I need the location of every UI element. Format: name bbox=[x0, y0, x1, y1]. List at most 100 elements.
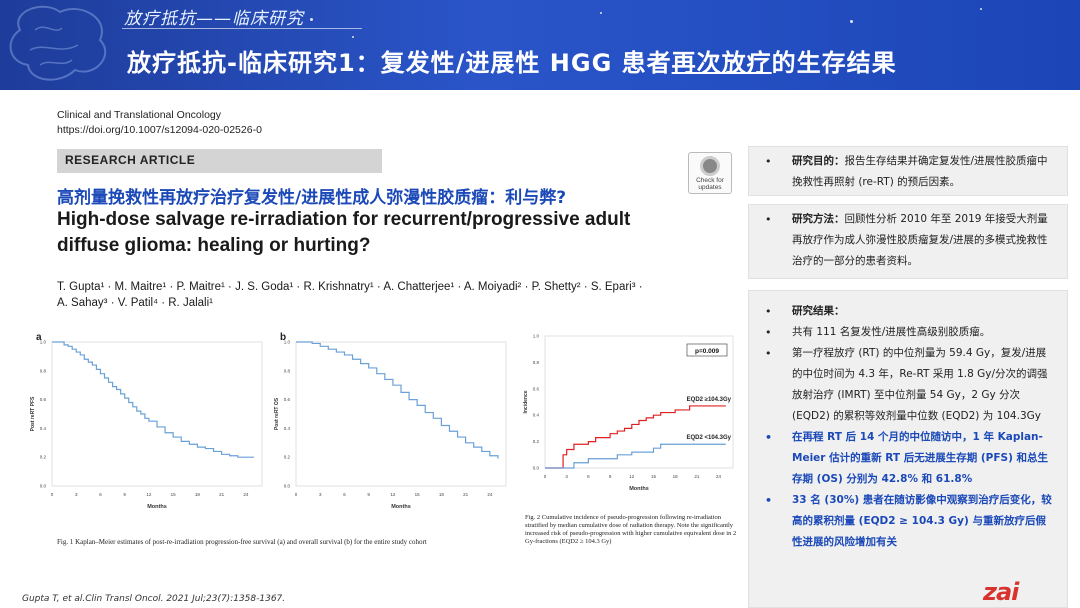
x-tick-label: 6 bbox=[343, 492, 346, 497]
title-part2: 的生存结果 bbox=[771, 49, 897, 77]
results-heading: 研究结果： bbox=[749, 301, 1067, 322]
x-tick-label: 12 bbox=[146, 492, 152, 497]
x-tick-label: 24 bbox=[487, 492, 493, 497]
title-part1: 放疗抵抗-临床研究1：复发性/进展性 HGG 患者 bbox=[127, 49, 672, 77]
doi: https://doi.org/10.1007/s12094-020-02526… bbox=[57, 124, 262, 136]
y-tick-label: 0.0 bbox=[284, 484, 291, 489]
x-tick-label: 18 bbox=[673, 474, 679, 479]
methods-label: 研究方法： bbox=[792, 213, 845, 225]
x-tick-label: 15 bbox=[171, 492, 177, 497]
purpose-box: 研究目的：报告生存结果并确定复发性/进展性胶质瘤中挽救性再照射 (re-RT) … bbox=[748, 146, 1068, 196]
p-value-box bbox=[686, 343, 728, 357]
y-tick-label: 1.0 bbox=[40, 340, 47, 345]
result-item: 第一疗程放疗 (RT) 的中位剂量为 59.4 Gy，复发/进展的中位时间为 4… bbox=[749, 343, 1067, 427]
x-tick-label: 6 bbox=[99, 492, 102, 497]
fig2-caption: Fig. 2 Cumulative incidence of pseudo-pr… bbox=[525, 514, 737, 545]
article-type-bar: RESEARCH ARTICLE bbox=[57, 149, 382, 173]
result-highlight: 33 名 (30%) 患者在随访影像中观察到治疗后变化，较高的累积剂量 (EQD… bbox=[749, 490, 1067, 553]
purpose-label: 研究目的： bbox=[792, 155, 845, 167]
title-underlined: 再次放疗 bbox=[671, 49, 772, 77]
citation: Gupta T, et al.Clin Transl Oncol. 2021 J… bbox=[22, 594, 286, 604]
logo: zai bbox=[983, 578, 1019, 606]
results-label: 研究结果： bbox=[792, 305, 845, 317]
authors-line1-text: T. Gupta¹ · M. Maitre¹ · P. Maitre¹ · J.… bbox=[57, 281, 643, 293]
methods-text: 回顾性分析 2010 年至 2019 年接受大剂量再放疗作为成人弥漫性胶质瘤复发… bbox=[792, 213, 1048, 267]
x-tick-label: 0 bbox=[51, 492, 54, 497]
x-tick-label: 12 bbox=[390, 492, 396, 497]
y-tick-label: 0.8 bbox=[284, 368, 291, 373]
x-axis-label: Months bbox=[147, 504, 167, 510]
check-updates-line1: Check for bbox=[696, 177, 724, 184]
series-label: EQD2 ≥104.3Gy bbox=[687, 397, 732, 403]
brain-icon bbox=[9, 5, 107, 81]
y-axis-label: Post reRT OS bbox=[274, 397, 280, 430]
y-tick-label: 0.6 bbox=[284, 397, 291, 402]
authors-line2: A. Sahay³ · V. Patil⁴ · R. Jalali¹ bbox=[57, 297, 213, 309]
x-tick-label: 12 bbox=[629, 474, 635, 479]
y-tick-label: 0.6 bbox=[533, 386, 540, 391]
methods-box: 研究方法：回顾性分析 2010 年至 2019 年接受大剂量再放疗作为成人弥漫性… bbox=[748, 204, 1068, 279]
y-tick-label: 0.4 bbox=[533, 413, 540, 418]
figures: a 0 3 6 9 12 15 18 21 24 0.0 0.2 0.4 0.6 0.8 1.0 Months P… bbox=[30, 332, 734, 510]
check-updates-line2: updates bbox=[698, 184, 722, 191]
result-highlight: 在再程 RT 后 14 个月的中位随访中，1 年 Kaplan-Meier 估计… bbox=[749, 427, 1067, 490]
title-en: High-dose salvage re-irradiation for rec… bbox=[57, 209, 631, 256]
check-updates-icon bbox=[700, 156, 720, 176]
y-tick-label: 0.0 bbox=[40, 484, 47, 489]
x-tick-label: 9 bbox=[123, 492, 126, 497]
purpose-item: 研究目的：报告生存结果并确定复发性/进展性胶质瘤中挽救性再照射 (re-RT) … bbox=[749, 151, 1067, 193]
series-line bbox=[545, 405, 726, 469]
x-tick-label: 3 bbox=[565, 474, 568, 479]
y-tick-label: 0.8 bbox=[533, 360, 540, 365]
y-tick-label: 0.4 bbox=[284, 426, 291, 431]
authors: T. Gupta¹ · M. Maitre¹ · P. Maitre¹ · J.… bbox=[57, 279, 717, 311]
plot-frame bbox=[51, 341, 263, 487]
results-box: 研究结果： 共有 111 名复发性/进展性高级别胶质瘤。 第一疗程放疗 (RT)… bbox=[748, 290, 1068, 608]
journal-name: Clinical and Translational Oncology bbox=[57, 109, 222, 121]
journal-info: Clinical and Translational Oncology http… bbox=[57, 108, 262, 138]
header-kicker: 放疗抵抗——临床研究 bbox=[124, 9, 304, 29]
check-updates-badge: Check for updates bbox=[688, 152, 732, 194]
kicker-divider bbox=[122, 28, 362, 29]
x-tick-label: 15 bbox=[651, 474, 657, 479]
x-tick-label: 18 bbox=[439, 492, 445, 497]
x-tick-label: 21 bbox=[694, 474, 700, 479]
y-tick-label: 0.2 bbox=[284, 455, 291, 460]
y-tick-label: 0.6 bbox=[40, 397, 47, 402]
y-tick-label: 0.2 bbox=[40, 455, 47, 460]
x-tick-label: 6 bbox=[587, 474, 590, 479]
x-tick-label: 9 bbox=[367, 492, 370, 497]
x-tick-label: 18 bbox=[195, 492, 201, 497]
title-cn: 高剂量挽救性再放疗治疗复发性/进展性成人弥漫性胶质瘤：利与弊? bbox=[57, 188, 567, 208]
y-tick-label: 0.2 bbox=[533, 439, 540, 444]
x-tick-label: 24 bbox=[243, 492, 249, 497]
series-line bbox=[52, 341, 254, 458]
x-tick-label: 21 bbox=[463, 492, 469, 497]
series-label: EQD2 <104.3Gy bbox=[686, 435, 731, 441]
x-tick-label: 21 bbox=[219, 492, 225, 497]
plot-frame bbox=[295, 341, 507, 487]
x-tick-label: 3 bbox=[319, 492, 322, 497]
series-line bbox=[545, 443, 726, 469]
authors-line1: T. Gupta¹ · M. Maitre¹ · P. Maitre¹ · J.… bbox=[57, 279, 717, 295]
y-tick-label: 0.4 bbox=[40, 426, 47, 431]
x-axis-label: Months bbox=[391, 504, 411, 510]
methods-item: 研究方法：回顾性分析 2010 年至 2019 年接受大剂量再放疗作为成人弥漫性… bbox=[749, 209, 1067, 272]
result-item: 共有 111 名复发性/进展性高级别胶质瘤。 bbox=[749, 322, 1067, 343]
p-value: p=0.009 bbox=[695, 348, 719, 355]
y-tick-label: 0.0 bbox=[533, 466, 540, 471]
x-tick-label: 0 bbox=[544, 474, 547, 479]
y-tick-label: 1.0 bbox=[533, 334, 540, 339]
x-tick-label: 3 bbox=[75, 492, 78, 497]
series-line bbox=[296, 341, 499, 459]
header-banner: 放疗抵抗——临床研究 放疗抵抗-临床研究1：复发性/进展性 HGG 患者再次放疗… bbox=[0, 0, 1080, 90]
slide-title: 放疗抵抗-临床研究1：复发性/进展性 HGG 患者再次放疗的生存结果 bbox=[127, 43, 897, 78]
fig1-caption: Fig. 1 Kaplan–Meier estimates of post-re… bbox=[57, 538, 427, 546]
x-tick-label: 24 bbox=[716, 474, 722, 479]
panel-label: b bbox=[280, 332, 286, 343]
y-axis-label: Incidence bbox=[523, 390, 529, 413]
x-tick-label: 0 bbox=[295, 492, 298, 497]
x-tick-label: 9 bbox=[609, 474, 612, 479]
purpose-text: 报告生存结果并确定复发性/进展性胶质瘤中挽救性再照射 (re-RT) 的预后因素… bbox=[792, 155, 1048, 188]
article-type: RESEARCH ARTICLE bbox=[65, 153, 196, 167]
